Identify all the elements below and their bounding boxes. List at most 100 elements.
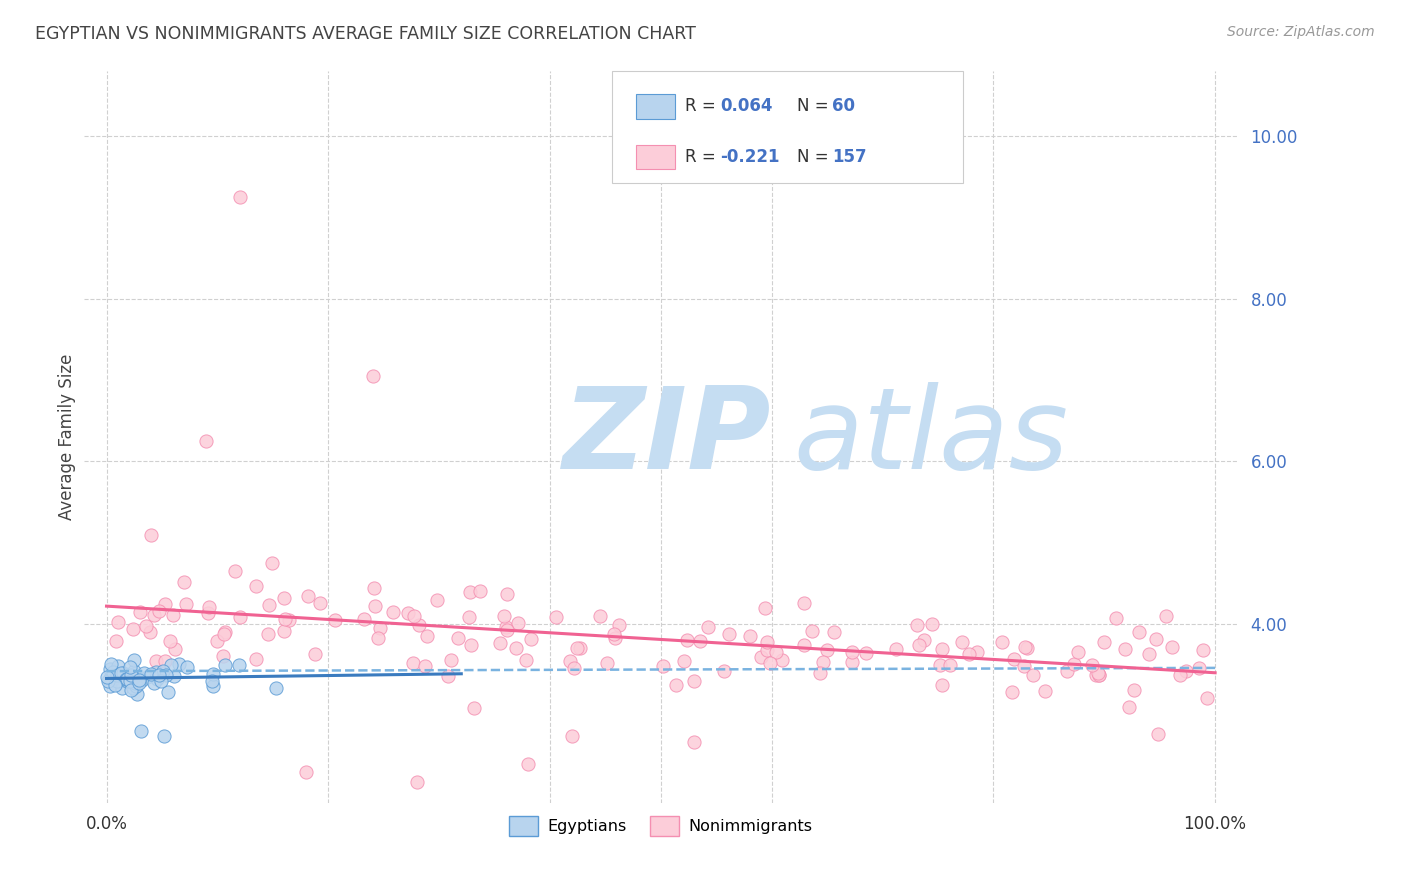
Point	[1063, 657, 1085, 671]
Point	[415, 659, 437, 673]
Point	[143, 676, 166, 690]
Point	[754, 600, 776, 615]
Point	[382, 605, 405, 619]
Point	[197, 606, 219, 620]
Point	[588, 608, 610, 623]
Point	[931, 677, 953, 691]
Point	[152, 729, 174, 743]
Text: Source: ZipAtlas.com: Source: ZipAtlas.com	[1227, 25, 1375, 39]
Text: atlas: atlas	[793, 382, 1069, 492]
Point	[124, 676, 146, 690]
Point	[135, 619, 157, 633]
Point	[815, 642, 838, 657]
Point	[458, 609, 481, 624]
Point	[595, 656, 617, 670]
Point	[176, 660, 198, 674]
Point	[755, 642, 778, 657]
Point	[146, 672, 169, 686]
Point	[957, 647, 980, 661]
Point	[1195, 691, 1218, 706]
Point	[1128, 624, 1150, 639]
Point	[122, 671, 145, 685]
Point	[1161, 640, 1184, 654]
Point	[488, 636, 510, 650]
Point	[558, 654, 581, 668]
Point	[112, 665, 135, 680]
Point	[810, 666, 832, 681]
Point	[100, 657, 122, 672]
Point	[214, 657, 236, 672]
Point	[125, 679, 148, 693]
Point	[1122, 682, 1144, 697]
Point	[136, 670, 159, 684]
Point	[458, 585, 481, 599]
Point	[402, 608, 425, 623]
Point	[396, 606, 419, 620]
Point	[115, 672, 138, 686]
Point	[229, 610, 252, 624]
Point	[408, 618, 430, 632]
Point	[159, 633, 181, 648]
Point	[153, 597, 176, 611]
Point	[128, 673, 150, 687]
Point	[683, 674, 706, 689]
Point	[447, 631, 470, 645]
Point	[496, 586, 519, 600]
Point	[1088, 668, 1111, 682]
Point	[173, 574, 195, 589]
Point	[1017, 640, 1039, 655]
Point	[1088, 667, 1111, 681]
Point	[361, 369, 384, 384]
Point	[519, 632, 541, 646]
Point	[104, 678, 127, 692]
Point	[1105, 611, 1128, 625]
Point	[568, 640, 591, 655]
Point	[1137, 647, 1160, 661]
Point	[921, 617, 943, 632]
Point	[162, 608, 184, 623]
Point	[129, 606, 152, 620]
Point	[297, 589, 319, 603]
Point	[765, 645, 787, 659]
Point	[1035, 684, 1057, 698]
Point	[505, 641, 527, 656]
Point	[1056, 664, 1078, 678]
Point	[567, 640, 589, 655]
Point	[770, 652, 793, 666]
Point	[120, 682, 142, 697]
Point	[228, 658, 250, 673]
Point	[607, 618, 630, 632]
Point	[562, 661, 585, 675]
Point	[740, 629, 762, 643]
Point	[367, 632, 389, 646]
Point	[264, 681, 287, 695]
Point	[363, 582, 385, 596]
Point	[603, 627, 626, 641]
Point	[127, 687, 149, 701]
Point	[122, 653, 145, 667]
Point	[1114, 642, 1136, 657]
Point	[160, 658, 183, 673]
Point	[120, 668, 142, 682]
Point	[295, 764, 318, 779]
Point	[470, 583, 492, 598]
Point	[353, 612, 375, 626]
Legend: Egyptians, Nonimmigrants: Egyptians, Nonimmigrants	[502, 810, 820, 842]
Point	[167, 657, 190, 671]
Point	[224, 564, 246, 578]
Point	[273, 624, 295, 638]
Point	[153, 654, 176, 668]
Point	[145, 665, 167, 680]
Point	[793, 639, 815, 653]
Point	[1188, 660, 1211, 674]
Point	[202, 679, 225, 693]
Point	[1087, 666, 1109, 681]
Point	[205, 634, 228, 648]
Point	[823, 624, 845, 639]
Point	[1081, 658, 1104, 673]
Point	[134, 666, 156, 681]
Point	[664, 678, 686, 692]
Text: 60: 60	[832, 97, 855, 115]
Point	[145, 654, 167, 668]
Point	[117, 674, 139, 689]
